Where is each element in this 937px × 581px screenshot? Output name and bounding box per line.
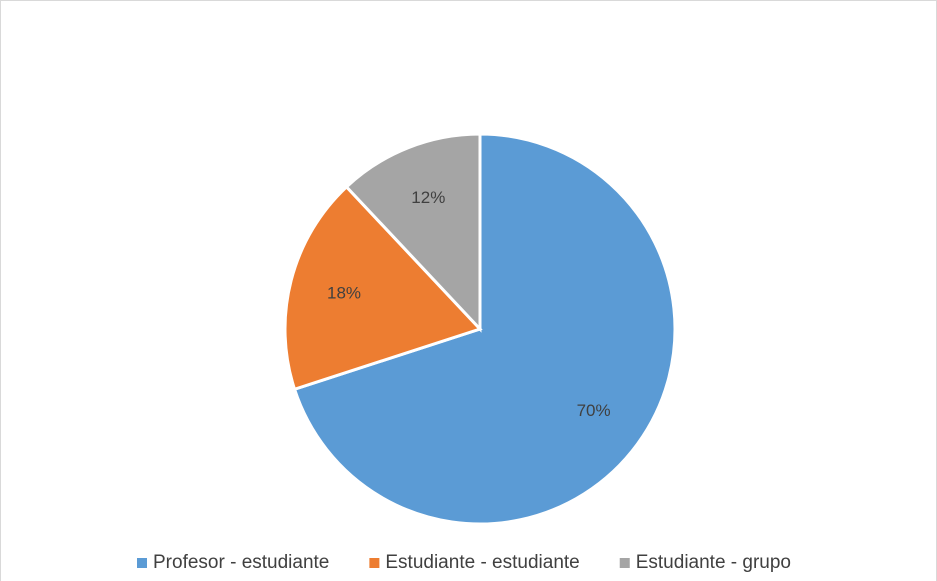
pie-slice <box>283 184 483 392</box>
pie-slice <box>292 132 677 526</box>
data-label: 12% <box>411 188 445 207</box>
legend-label: Estudiante - estudiante <box>385 552 579 573</box>
legend-label: Estudiante - grupo <box>636 552 791 573</box>
legend-swatch <box>619 558 630 568</box>
pie-slice <box>344 132 482 333</box>
data-label: 18% <box>327 284 361 303</box>
data-label: 70% <box>577 401 611 420</box>
legend-swatch <box>369 558 380 568</box>
legend-label: Profesor - estudiante <box>153 552 329 573</box>
legend-swatch <box>137 558 147 568</box>
